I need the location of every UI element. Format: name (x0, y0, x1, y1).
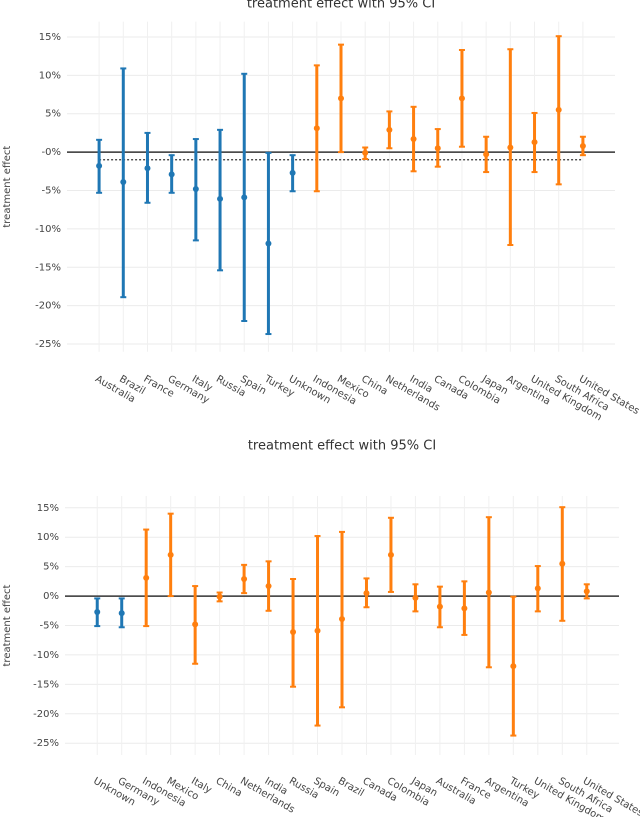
y-tick-label: -10% (35, 224, 61, 235)
point (289, 169, 296, 176)
y-tick-label: -15% (35, 262, 61, 273)
point (387, 551, 394, 558)
point (217, 195, 224, 202)
point (363, 590, 370, 597)
y-tick-label: 5% (45, 109, 61, 120)
point (579, 142, 586, 149)
point (555, 106, 562, 113)
point (339, 616, 345, 623)
point (436, 603, 443, 610)
y-tick-label: -20% (35, 301, 61, 312)
point (434, 145, 441, 152)
point (534, 585, 541, 592)
y-tick-label: 0% (43, 591, 59, 602)
y-axis-label: treatment effect (2, 146, 13, 228)
y-tick-label: -5% (42, 185, 61, 196)
y-tick-label: -0% (42, 147, 61, 158)
point (313, 125, 320, 132)
y-tick-label: -15% (33, 679, 59, 690)
point (192, 621, 199, 628)
point (386, 126, 393, 133)
point (314, 627, 321, 634)
y-axis-label: treatment effect (2, 584, 13, 666)
point (120, 179, 127, 186)
point (559, 560, 566, 567)
y-tick-label: 10% (39, 70, 61, 81)
point (583, 588, 590, 595)
chart-title: treatment effect with 95% CI (248, 439, 436, 454)
point (338, 95, 344, 102)
point (96, 162, 103, 169)
point (461, 605, 468, 612)
point (265, 583, 272, 590)
point (483, 151, 490, 158)
point (531, 139, 538, 146)
point (192, 185, 199, 192)
point (410, 136, 417, 143)
chart-title: treatment effect with 95% CI (247, 0, 435, 12)
point (265, 240, 272, 247)
point (94, 608, 101, 615)
y-tick-label: -10% (33, 650, 59, 661)
y-tick-label: -5% (40, 621, 59, 632)
point (168, 171, 175, 178)
point (485, 589, 492, 596)
point (241, 575, 248, 582)
y-tick-label: -25% (35, 339, 61, 350)
point (144, 165, 151, 172)
y-tick-label: -20% (33, 709, 59, 720)
y-tick-label: -25% (33, 738, 59, 749)
point (510, 663, 517, 670)
point (362, 149, 369, 156)
point (167, 551, 174, 558)
point (458, 95, 465, 102)
point (216, 593, 223, 600)
y-tick-label: 10% (37, 532, 59, 543)
point (290, 628, 297, 635)
y-tick-label: 5% (43, 562, 59, 573)
point (412, 594, 419, 601)
point (143, 574, 150, 581)
point (118, 610, 125, 617)
point (507, 144, 514, 151)
y-tick-label: 15% (37, 503, 59, 514)
point (241, 194, 248, 201)
y-tick-label: 15% (39, 32, 61, 43)
